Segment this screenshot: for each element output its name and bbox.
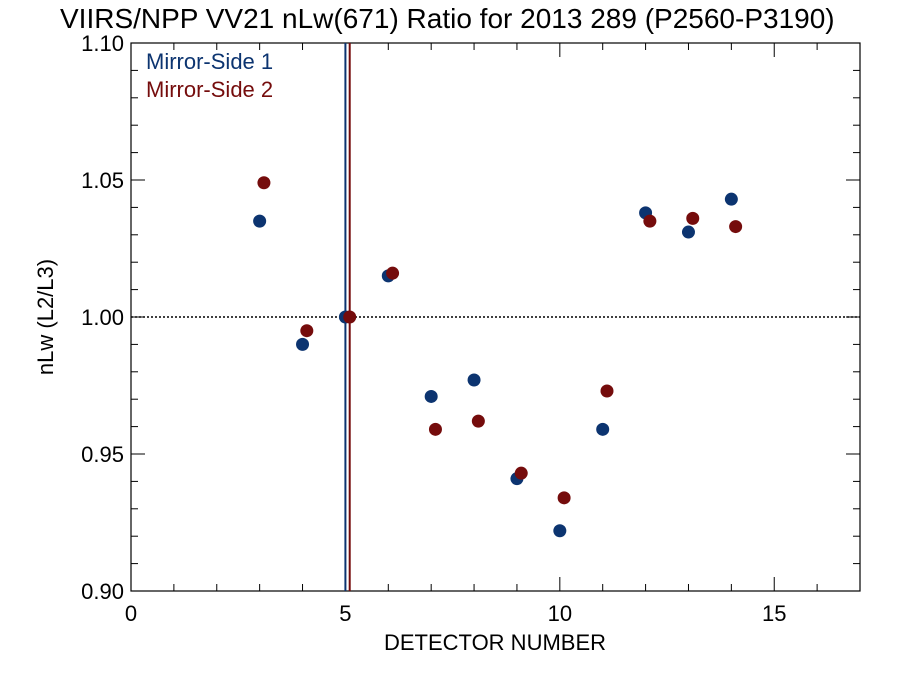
y-tick-label: 1.00 (81, 305, 124, 330)
data-point-series-1 (296, 337, 310, 351)
data-point-series-2 (686, 211, 700, 225)
data-point-series-2 (300, 324, 314, 338)
data-point-series-2 (386, 266, 400, 280)
data-point-series-2 (343, 310, 357, 324)
y-tick-label: 1.10 (81, 31, 124, 56)
chart-title: VIIRS/NPP VV21 nLw(671) Ratio for 2013 2… (60, 3, 835, 34)
data-point-series-1 (424, 389, 438, 403)
x-axis-label: DETECTOR NUMBER (384, 630, 606, 655)
data-point-series-2 (600, 384, 614, 398)
y-axis-label: nLw (L2/L3) (33, 259, 58, 375)
data-point-series-1 (596, 422, 610, 436)
data-point-series-1 (724, 192, 738, 206)
data-point-series-2 (643, 214, 657, 228)
legend-entry-series-1: Mirror-Side 1 (146, 49, 273, 74)
data-point-series-1 (553, 524, 567, 538)
x-tick-label: 5 (339, 601, 351, 626)
data-point-series-2 (514, 466, 528, 480)
y-tick-label: 0.95 (81, 442, 124, 467)
legend-entry-series-2: Mirror-Side 2 (146, 77, 273, 102)
y-tick-label: 1.05 (81, 168, 124, 193)
data-point-series-1 (467, 373, 481, 387)
x-tick-label: 10 (548, 601, 572, 626)
data-point-series-2 (471, 414, 485, 428)
data-point-series-2 (557, 491, 571, 505)
data-point-series-2 (428, 422, 442, 436)
x-tick-label: 15 (762, 601, 786, 626)
data-point-series-2 (729, 220, 743, 234)
data-point-series-1 (681, 225, 695, 239)
y-tick-label: 0.90 (81, 579, 124, 604)
data-point-series-2 (257, 176, 271, 190)
x-tick-label: 0 (125, 601, 137, 626)
data-point-series-1 (253, 214, 267, 228)
